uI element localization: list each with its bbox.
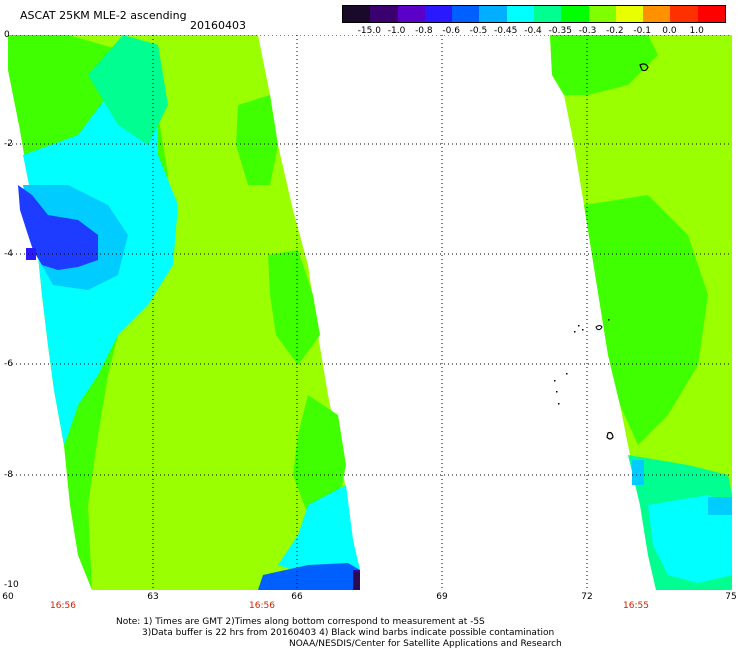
- right-swath-green: [584, 195, 708, 445]
- colorbar-segment: [370, 6, 398, 22]
- left-swath-dark-cell: [354, 572, 360, 590]
- colorbar-label: -0.6: [442, 26, 460, 36]
- colorbar-label: -0.5: [469, 26, 488, 36]
- lat-label: -4: [4, 249, 13, 259]
- lon-label: 66: [291, 592, 303, 602]
- right-swath-cyan: [648, 495, 732, 583]
- wind-map: [8, 35, 732, 590]
- colorbar-label: -0.1: [633, 26, 651, 36]
- island-outline: [606, 431, 614, 440]
- left-swath-south-blue: [258, 563, 360, 590]
- note-line-1: Note: 1) Times are GMT 2)Times along bot…: [116, 617, 485, 627]
- note-line-3: NOAA/NESDIS/Center for Satellite Applica…: [289, 639, 562, 649]
- right-swath-blue-cell: [708, 497, 732, 515]
- left-swath-aqua: [88, 35, 168, 145]
- island-outline: [639, 63, 649, 72]
- lat-label: -2: [4, 139, 13, 149]
- map-title: ASCAT 25KM MLE-2 ascending: [20, 9, 187, 22]
- colorbar-segment: [561, 6, 589, 22]
- note-line-2: 3)Data buffer is 22 hrs from 20160403 4)…: [142, 628, 555, 638]
- colorbar-labels: -15.0 -1.0 -0.8 -0.6 -0.5 -0.45 -0.4 -0.35 -0.3-…: [331, 26, 740, 38]
- colorbar-label: 1.0: [689, 26, 704, 36]
- left-swath-green-patch-south: [293, 395, 346, 515]
- colorbar-label: -0.8: [415, 26, 433, 36]
- colorbar-segment: [615, 6, 644, 22]
- lon-label: 69: [436, 592, 448, 602]
- time-label: 16:56: [249, 601, 275, 611]
- colorbar-label: -0.45: [494, 26, 518, 36]
- colorbar: [342, 5, 726, 23]
- lon-label: 72: [581, 592, 593, 602]
- lat-label: -6: [4, 359, 13, 369]
- time-label: 16:55: [623, 601, 649, 611]
- lat-label: -8: [4, 470, 13, 480]
- colorbar-label: -15.0: [357, 26, 381, 36]
- colorbar-segment: [670, 6, 698, 22]
- lon-label: 75: [725, 592, 737, 602]
- lat-label: 0: [4, 30, 10, 40]
- island-dots: [554, 319, 610, 405]
- left-swath-blue: [18, 185, 98, 270]
- colorbar-label: -0.2: [606, 26, 624, 36]
- colorbar-segment: [343, 6, 371, 22]
- lon-label: 60: [2, 592, 14, 602]
- colorbar-segment: [397, 6, 425, 22]
- colorbar-segment: [588, 6, 616, 22]
- left-swath-green-patch-north: [236, 95, 278, 185]
- colorbar-label: -1.0: [387, 26, 406, 36]
- left-swath-deep-blue: [26, 248, 36, 260]
- colorbar-segment: [424, 6, 453, 22]
- left-swath-south-cyan: [278, 485, 360, 575]
- time-label: 16:56: [50, 601, 76, 611]
- left-swath-green-patch: [268, 250, 320, 365]
- colorbar-segment: [697, 6, 725, 22]
- colorbar-segment: [533, 6, 562, 22]
- lat-label: -10: [4, 580, 19, 590]
- colorbar-segment: [506, 6, 534, 22]
- map-date: 20160403: [190, 19, 246, 32]
- colorbar-label: -0.35: [548, 26, 572, 36]
- gridlines: [8, 35, 732, 590]
- colorbar-label: -0.4: [524, 26, 542, 36]
- right-swath-green-north: [550, 35, 658, 95]
- colorbar-segment: [643, 6, 671, 22]
- colorbar-label: -0.3: [578, 26, 597, 36]
- island-outline: [595, 325, 603, 331]
- right-swath-west-cell: [632, 460, 644, 485]
- colorbar-segment: [479, 6, 507, 22]
- colorbar-segment: [452, 6, 480, 22]
- colorbar-label: 0.0: [662, 26, 677, 36]
- lon-label: 63: [147, 592, 159, 602]
